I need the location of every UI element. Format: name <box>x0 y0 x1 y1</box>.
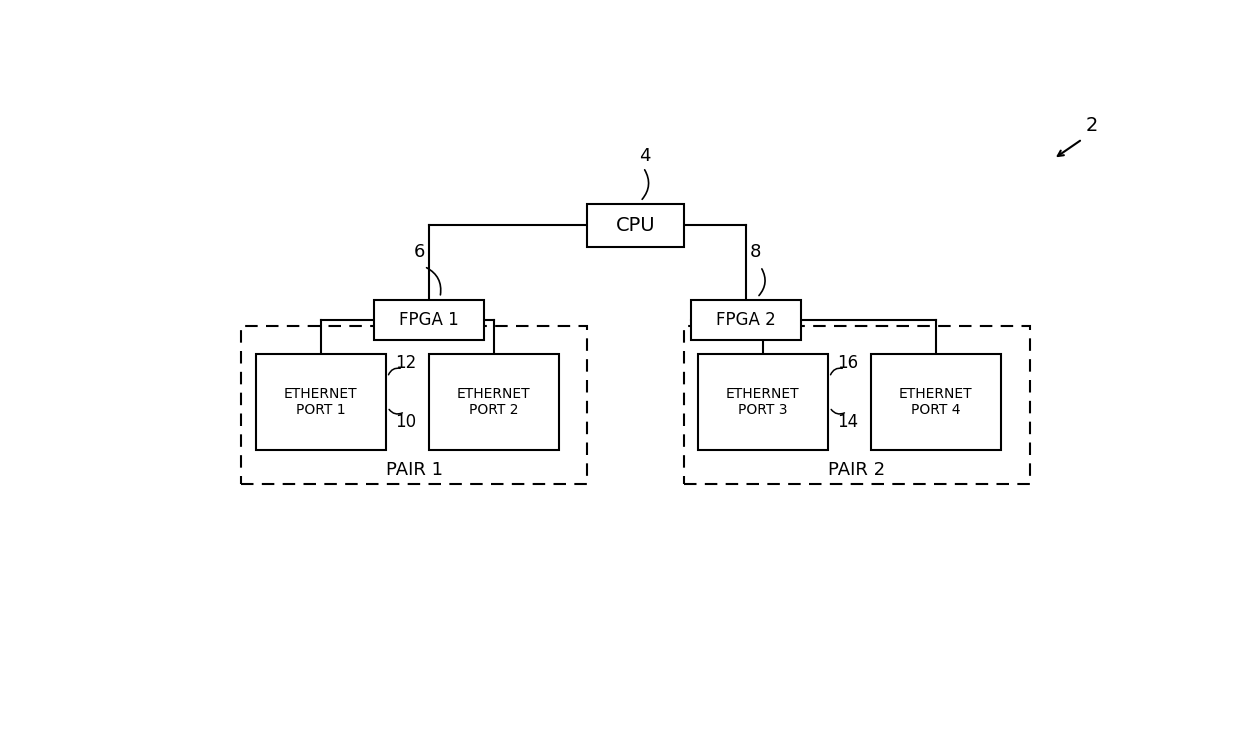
Bar <box>588 204 683 247</box>
Bar <box>870 354 1001 451</box>
Text: PAIR 2: PAIR 2 <box>828 462 885 479</box>
Text: CPU: CPU <box>616 216 655 235</box>
Text: ETHERNET
PORT 2: ETHERNET PORT 2 <box>456 387 531 417</box>
Text: FPGA 1: FPGA 1 <box>399 311 459 329</box>
Bar <box>242 326 588 484</box>
Text: 12: 12 <box>396 354 417 372</box>
Text: ETHERNET
PORT 4: ETHERNET PORT 4 <box>899 387 972 417</box>
Bar <box>698 354 828 451</box>
Text: 16: 16 <box>837 354 858 372</box>
Bar <box>683 326 1029 484</box>
Text: 14: 14 <box>837 413 858 431</box>
Text: 2: 2 <box>1085 115 1097 135</box>
Text: 6: 6 <box>414 243 425 261</box>
Text: PAIR 1: PAIR 1 <box>386 462 443 479</box>
Text: 8: 8 <box>750 243 761 261</box>
Bar <box>373 301 484 340</box>
Text: ETHERNET
PORT 3: ETHERNET PORT 3 <box>727 387 800 417</box>
Text: 4: 4 <box>640 146 651 165</box>
Bar <box>255 354 386 451</box>
Text: FPGA 2: FPGA 2 <box>717 311 776 329</box>
Text: ETHERNET
PORT 1: ETHERNET PORT 1 <box>284 387 357 417</box>
Bar <box>429 354 558 451</box>
Bar <box>691 301 801 340</box>
Text: 10: 10 <box>396 413 417 431</box>
